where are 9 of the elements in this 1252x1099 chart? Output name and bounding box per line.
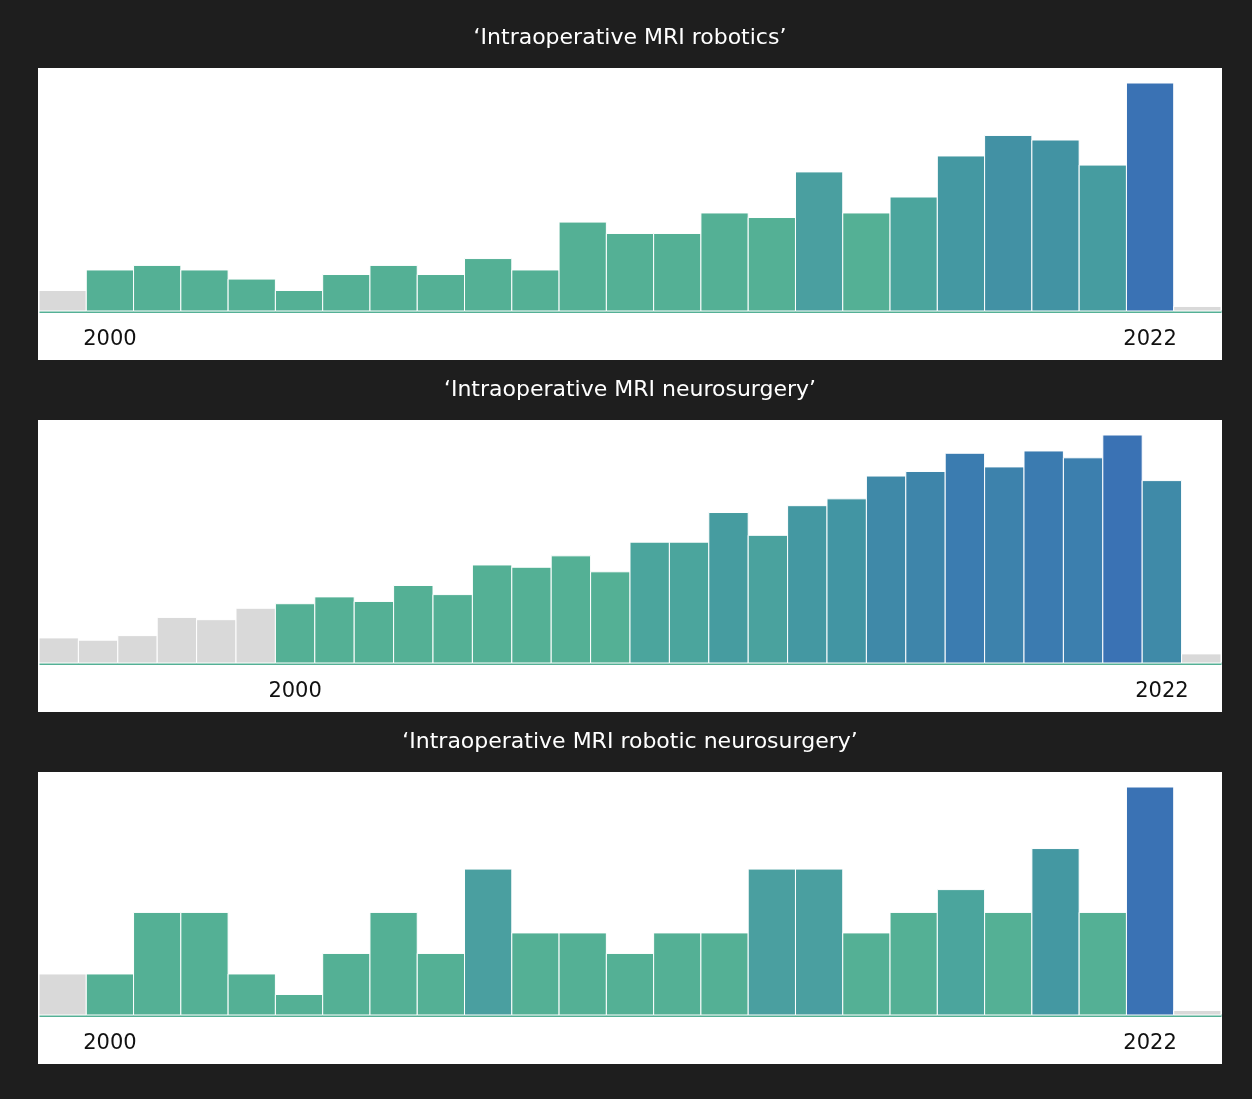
x-tick-label: 2022 [1123, 1029, 1177, 1054]
x-tick-label: 2000 [268, 677, 322, 702]
x-tick-label: 2000 [83, 1029, 137, 1054]
x-tick-label: 2022 [1123, 325, 1177, 350]
x-tick-label: 2022 [1135, 677, 1189, 702]
chart-title: ‘Intraoperative MRI robotic neurosurgery’ [401, 727, 859, 755]
chart-title: ‘Intraoperative MRI robotics’ [472, 23, 788, 51]
chart-title: ‘Intraoperative MRI neurosurgery’ [442, 375, 818, 403]
x-tick-label: 2000 [83, 325, 137, 350]
